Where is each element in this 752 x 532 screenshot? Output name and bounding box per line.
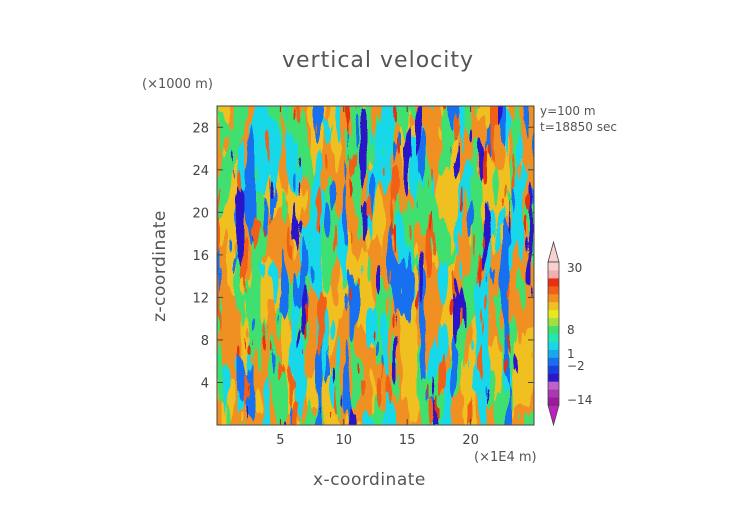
colorbar-segment — [548, 293, 559, 303]
colorbar-tick-label: 8 — [567, 323, 575, 337]
y-tick-label: 16 — [192, 249, 209, 264]
colorbar-segment — [548, 301, 559, 311]
z-scale-label: (×1000 m) — [142, 77, 213, 92]
colorbar-top-arrow — [547, 240, 560, 263]
y-tick-label: 28 — [192, 121, 209, 136]
y-tick-label: 24 — [192, 164, 209, 179]
colorbar-segment — [548, 349, 559, 358]
colorbar-segment — [548, 277, 559, 287]
colorbar-tick-label: 1 — [567, 347, 575, 361]
velocity-field — [217, 106, 534, 425]
colorbar-frame — [547, 261, 560, 406]
colorbar-segment — [548, 365, 559, 374]
colorbar-segment — [548, 373, 559, 382]
colorbar-bottom-arrow — [547, 404, 560, 427]
x-tick-label: 5 — [276, 433, 284, 448]
y-tick-label: 12 — [192, 291, 209, 306]
colorbar-segment — [548, 325, 559, 334]
colorbar-segment — [548, 389, 559, 398]
colorbar-segment — [548, 381, 559, 390]
annotation-t: t=18850 sec — [540, 120, 617, 134]
colorbar-tick-label: 30 — [567, 261, 582, 275]
colorbar-segment — [548, 333, 559, 342]
x-axis-label: x-coordinate — [313, 470, 426, 490]
colorbar-segment — [548, 357, 559, 366]
annotation-y: y=100 m — [540, 104, 596, 118]
chart-title: vertical velocity — [282, 48, 475, 73]
colorbar-segment — [548, 317, 559, 327]
x-tick-label: 10 — [336, 433, 353, 448]
colorbar-segment — [548, 341, 559, 350]
x-tick-label: 20 — [462, 433, 479, 448]
field-layer — [217, 106, 534, 425]
axes: 5 10 15 20 4 8 12 16 20 24 28 — [192, 105, 535, 448]
heatmap-plot — [217, 106, 534, 425]
plot-frame — [216, 105, 535, 426]
colorbar-tick-label: −2 — [567, 359, 585, 373]
colorbar-segment — [548, 397, 559, 406]
colorbar-segment — [548, 269, 559, 279]
colorbar-tick-label: −14 — [567, 393, 592, 407]
colorbar-segment — [548, 262, 559, 271]
y-tick-label: 4 — [201, 376, 209, 391]
y-tick-label: 20 — [192, 206, 209, 221]
colorbar: 30 8 1−2 −14 — [547, 240, 592, 427]
colorbar-segment — [548, 285, 559, 295]
x-scale-label: (×1E4 m) — [474, 450, 537, 465]
x-tick-label: 15 — [399, 433, 416, 448]
colorbar-segment — [548, 309, 559, 319]
y-tick-label: 8 — [201, 334, 209, 349]
